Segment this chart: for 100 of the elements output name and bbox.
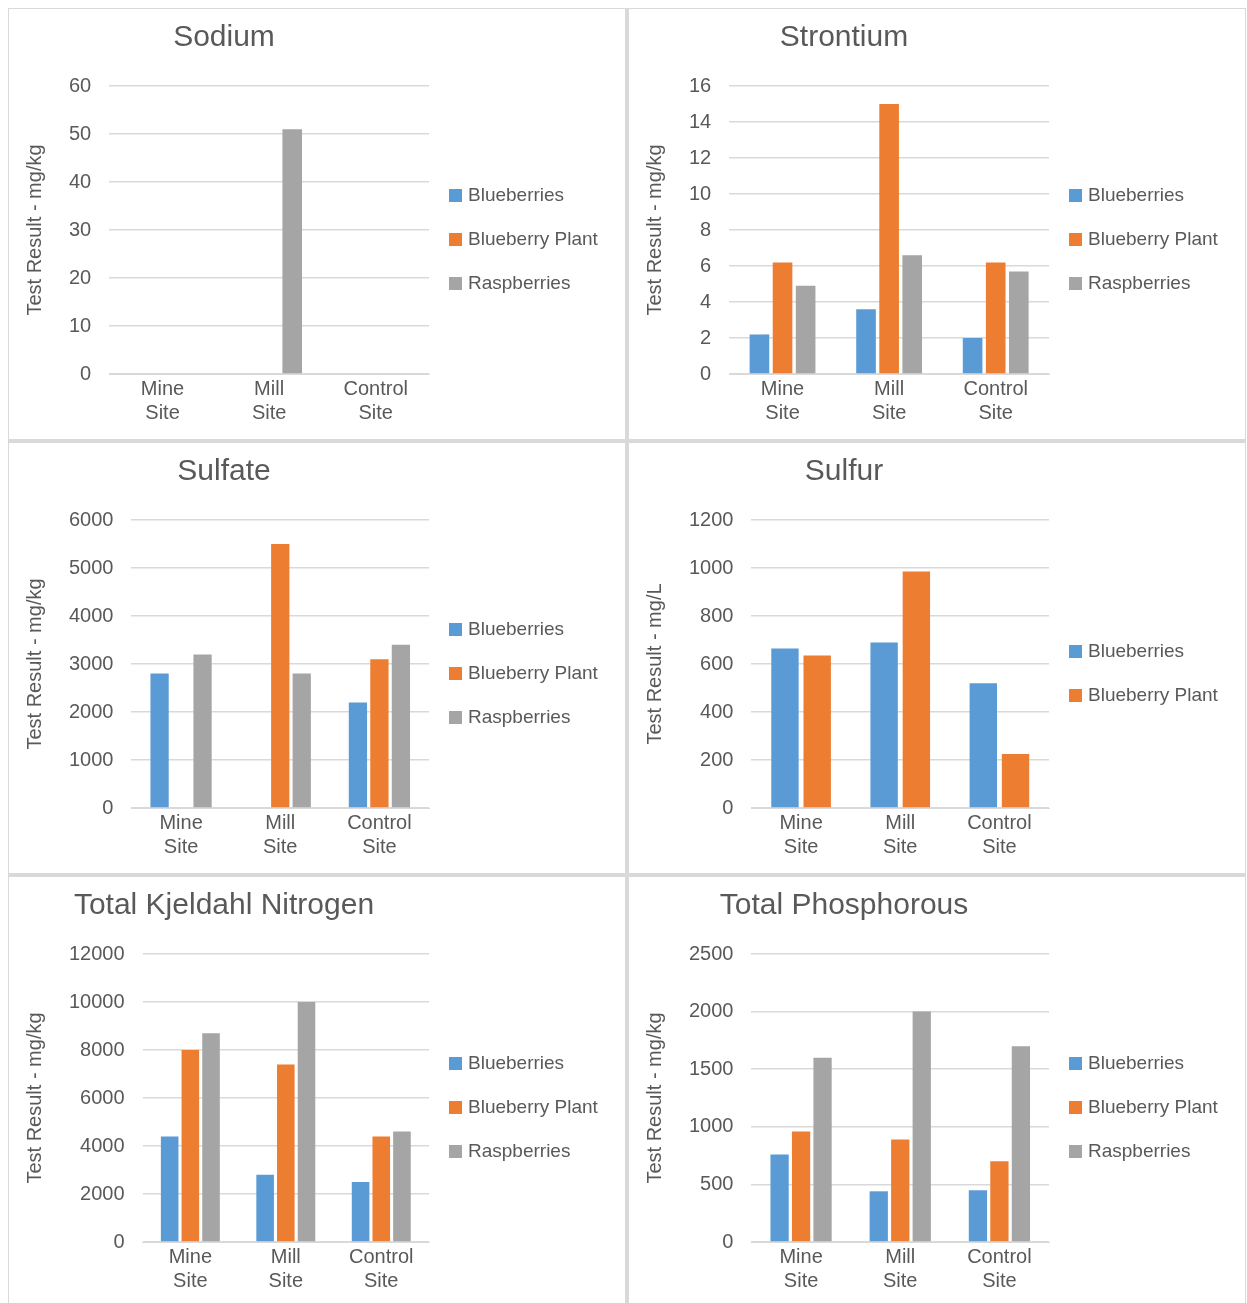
- bar: [791, 1131, 811, 1242]
- legend-label: Blueberry Plant: [1088, 1096, 1218, 1118]
- legend-label: Raspberries: [1088, 272, 1191, 294]
- y-tick-label: 30: [69, 217, 92, 240]
- bar: [277, 1064, 295, 1242]
- y-tick-label: 50: [69, 121, 92, 144]
- y-tick-label: 0: [722, 1229, 734, 1252]
- legend-label: Blueberries: [1088, 184, 1185, 206]
- y-tick-label: 200: [700, 747, 734, 770]
- y-tick-label: 2000: [80, 1181, 125, 1204]
- legend-label: Blueberry Plant: [468, 662, 598, 684]
- y-axis-title: Test Result - mg/kg: [22, 578, 45, 750]
- y-axis-title: Test Result - mg/kg: [642, 144, 665, 316]
- bar: [856, 309, 876, 374]
- y-tick-label: 10: [689, 181, 712, 204]
- y-tick-label: 800: [700, 603, 734, 626]
- bar: [902, 571, 931, 808]
- bar: [1001, 754, 1030, 808]
- bar: [1011, 1046, 1031, 1242]
- bar: [813, 1057, 832, 1242]
- y-tick-label: 40: [69, 169, 92, 192]
- bar: [968, 1190, 988, 1242]
- y-tick-label: 2000: [688, 999, 734, 1022]
- y-tick-label: 4000: [68, 603, 114, 626]
- bar: [297, 1002, 316, 1242]
- y-tick-label: 0: [700, 361, 712, 384]
- x-tick-label: Mine Site: [140, 376, 185, 423]
- chart-title: Total Kjeldahl Nitrogen: [73, 887, 375, 921]
- bar: [912, 1011, 931, 1242]
- bar: [393, 1131, 411, 1242]
- y-tick-label: 400: [700, 699, 734, 722]
- y-tick-label: 14: [689, 109, 712, 132]
- y-tick-label: 6000: [80, 1085, 125, 1108]
- y-tick-label: 600: [700, 651, 734, 674]
- x-tick-label: Mill Site: [883, 810, 918, 857]
- legend-label: Raspberries: [468, 706, 571, 728]
- chart-title: Sulfate: [177, 453, 271, 487]
- y-axis-title: Test Result - mg/L: [642, 583, 665, 745]
- bar: [150, 673, 169, 808]
- bar: [351, 1182, 370, 1242]
- bar: [202, 1033, 220, 1242]
- x-tick-label: Control Site: [967, 1244, 1032, 1291]
- bar: [193, 654, 212, 808]
- y-tick-label: 3000: [68, 651, 114, 674]
- bar: [391, 644, 411, 808]
- y-tick-label: 20: [69, 265, 92, 288]
- x-tick-label: Mill Site: [871, 376, 907, 423]
- legend-label: Raspberries: [468, 1140, 571, 1162]
- y-tick-label: 0: [722, 795, 734, 818]
- bar: [803, 655, 831, 808]
- x-tick-label: Mine Site: [159, 810, 203, 857]
- legend-label: Blueberries: [1088, 1052, 1185, 1074]
- y-tick-label: 4: [700, 289, 712, 312]
- x-tick-label: Mill Site: [263, 810, 298, 857]
- x-tick-label: Mill Site: [251, 376, 287, 423]
- bar: [990, 1161, 1009, 1242]
- legend-label: Blueberries: [468, 618, 565, 640]
- legend-label: Raspberries: [468, 272, 571, 294]
- legend-label: Blueberries: [468, 1052, 565, 1074]
- legend-label: Blueberry Plant: [1088, 228, 1218, 250]
- y-tick-label: 6000: [68, 507, 114, 530]
- y-tick-label: 4000: [80, 1133, 125, 1156]
- y-tick-label: 6: [700, 253, 712, 276]
- x-tick-label: Mine Site: [168, 1244, 213, 1291]
- y-tick-label: 8000: [80, 1037, 125, 1060]
- bar: [160, 1136, 179, 1242]
- bar: [870, 642, 898, 808]
- x-tick-label: Mine Site: [779, 1244, 823, 1291]
- x-tick-label: Control Site: [967, 810, 1032, 857]
- y-tick-label: 60: [69, 73, 92, 96]
- bar: [771, 648, 799, 808]
- bar: [985, 262, 1006, 374]
- x-tick-label: Mine Site: [779, 810, 823, 857]
- legend-label: Blueberry Plant: [468, 228, 598, 250]
- bar: [370, 659, 389, 808]
- bar: [770, 1154, 789, 1242]
- y-tick-label: 10000: [68, 989, 125, 1012]
- legend-label: Blueberries: [1088, 640, 1185, 662]
- chart-title: Sulfur: [804, 453, 884, 487]
- chart-title: Total Phosphorous: [719, 887, 969, 921]
- y-tick-label: 0: [113, 1229, 125, 1252]
- x-tick-label: Control Site: [963, 376, 1028, 423]
- y-tick-label: 2000: [68, 699, 114, 722]
- y-tick-label: 16: [689, 73, 712, 96]
- legend-label: Blueberry Plant: [1088, 684, 1218, 706]
- y-axis-title: Test Result - mg/kg: [22, 1012, 45, 1184]
- legend-label: Blueberry Plant: [468, 1096, 598, 1118]
- y-tick-label: 0: [102, 795, 114, 818]
- bar: [969, 683, 997, 808]
- bar: [1008, 271, 1029, 374]
- y-tick-label: 500: [700, 1171, 734, 1194]
- y-axis-title: Test Result - mg/kg: [22, 144, 45, 316]
- chart-title: Sodium: [173, 19, 275, 53]
- bar: [348, 702, 368, 808]
- x-tick-label: Mill Site: [268, 1244, 304, 1291]
- x-tick-label: Control Site: [349, 1244, 414, 1291]
- x-tick-label: Mine Site: [760, 376, 805, 423]
- y-tick-label: 0: [80, 361, 92, 384]
- bar: [879, 104, 899, 374]
- bar: [902, 255, 923, 374]
